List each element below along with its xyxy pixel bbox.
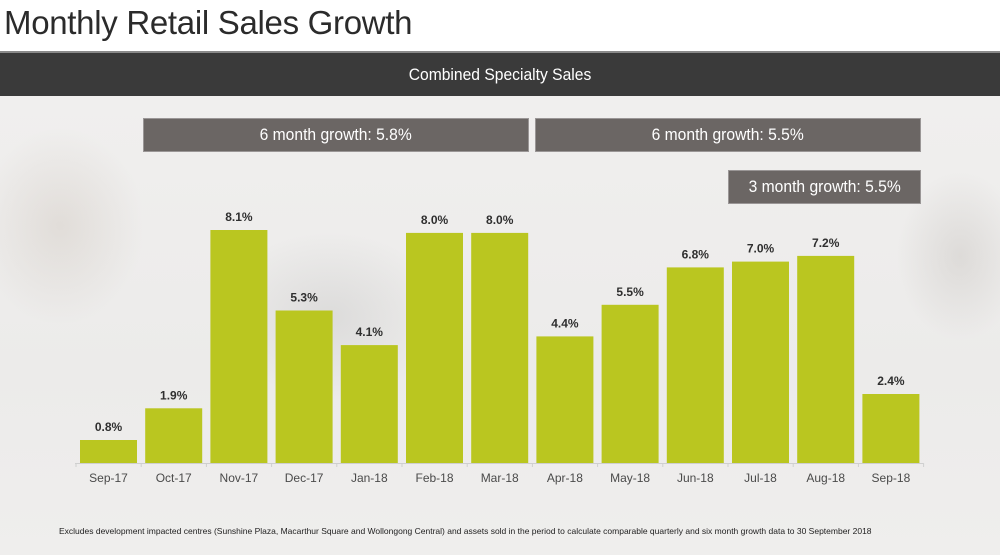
- value-label-sep-18: 2.4%: [877, 374, 905, 388]
- value-label-nov-17: 8.1%: [225, 210, 253, 224]
- value-label-dec-17: 5.3%: [290, 291, 318, 305]
- value-label-jan-18: 4.1%: [356, 325, 384, 339]
- bar-mar-18: [471, 232, 529, 463]
- value-label-jul-18: 7.0%: [747, 242, 775, 256]
- three-month-growth-label: 3 month growth: 5.5%: [748, 177, 901, 196]
- bar-nov-17: [210, 230, 268, 463]
- bar-jan-18: [340, 345, 398, 463]
- x-label-mar-18: Mar-18: [481, 471, 519, 485]
- x-label-aug-18: Aug-18: [806, 471, 845, 485]
- x-label-jul-18: Jul-18: [744, 471, 777, 485]
- value-label-jun-18: 6.8%: [682, 247, 710, 261]
- bar-feb-18: [406, 232, 463, 463]
- page-title: Monthly Retail Sales Growth: [4, 4, 413, 41]
- three-month-growth-box: 3 month growth: 5.5%: [728, 170, 921, 204]
- value-label-oct-17: 1.9%: [160, 388, 188, 402]
- section-header: Combined Specialty Sales: [408, 65, 592, 84]
- bar-jun-18: [666, 267, 724, 463]
- x-axis-labels: Sep-17 Oct-17 Nov-17 Dec-17 Jan-18 Feb-18 Mar-…: [89, 471, 910, 485]
- six-month-growth-label-second: 6 month growth: 5.5%: [651, 125, 805, 144]
- x-label-may-18: May-18: [610, 471, 650, 485]
- six-month-growth-box-second: 6 month growth: 5.5%: [535, 118, 921, 152]
- bar-may-18: [601, 304, 659, 463]
- footnote: Excludes development impacted centres (S…: [59, 526, 872, 536]
- x-label-nov-17: Nov-17: [220, 471, 259, 485]
- bar-jul-18: [732, 261, 789, 463]
- six-month-growth-box-first: 6 month growth: 5.8%: [143, 118, 529, 152]
- value-label-sep-17: 0.8%: [95, 420, 123, 434]
- x-label-feb-18: Feb-18: [415, 471, 453, 485]
- value-label-feb-18: 8.0%: [421, 213, 449, 227]
- x-label-jun-18: Jun-18: [677, 471, 714, 485]
- bar-apr-18: [536, 336, 594, 463]
- bar-oct-17: [145, 408, 203, 463]
- six-month-growth-label-first: 6 month growth: 5.8%: [259, 125, 413, 144]
- x-label-sep-17: Sep-17: [89, 471, 128, 485]
- section-header-band: Combined Specialty Sales: [0, 51, 1000, 96]
- x-label-dec-17: Dec-17: [285, 471, 324, 485]
- x-label-apr-18: Apr-18: [547, 471, 583, 485]
- value-label-aug-18: 7.2%: [812, 236, 840, 250]
- x-label-jan-18: Jan-18: [351, 471, 388, 485]
- value-labels-layer: 0.8% 1.9% 8.1% 5.3% 4.1% 8.0% 8.0% 4.4% 5.5% 6.8%…: [95, 210, 905, 434]
- x-label-oct-17: Oct-17: [156, 471, 192, 485]
- bar-dec-17: [275, 310, 333, 463]
- bar-sep-18: [862, 394, 920, 463]
- bars-layer: [80, 230, 920, 463]
- x-label-sep-18: Sep-18: [872, 471, 911, 485]
- bar-sep-17: [80, 440, 137, 463]
- value-label-mar-18: 8.0%: [486, 213, 514, 227]
- value-label-may-18: 5.5%: [616, 285, 644, 299]
- value-label-apr-18: 4.4%: [551, 316, 579, 330]
- bar-aug-18: [797, 255, 855, 463]
- x-axis-ticks: [75, 463, 925, 467]
